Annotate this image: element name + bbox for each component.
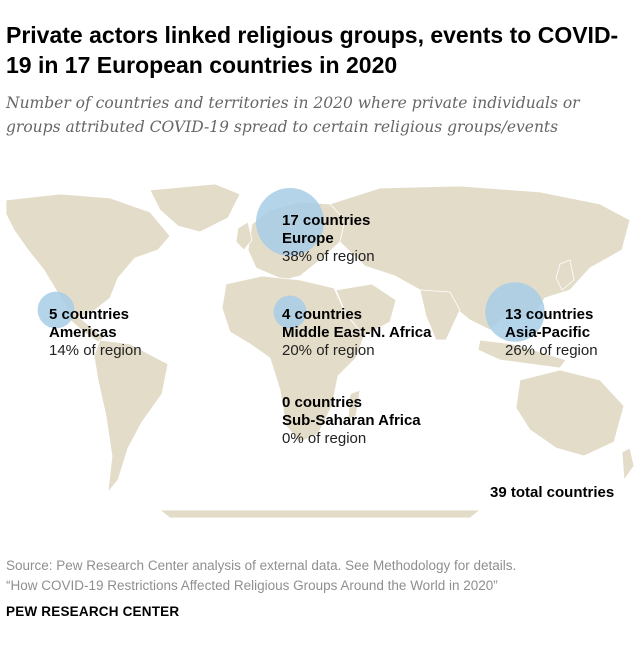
chart-title: Private actors linked religious groups, …: [6, 22, 619, 78]
region-name: Europe: [282, 230, 334, 247]
count-label: 17 countries: [282, 212, 371, 229]
source-line: Source: Pew Research Center analysis of …: [6, 558, 517, 573]
land-madagascar: [347, 389, 361, 421]
land-indonesia: [477, 339, 567, 369]
report-line: “How COVID-19 Restrictions Affected Reli…: [6, 578, 498, 593]
pct-label: 26% of region: [505, 342, 598, 359]
land-india: [419, 289, 461, 341]
land-north-america: [5, 193, 171, 319]
count-label: 0 countries: [282, 394, 363, 411]
land-greenland: [149, 183, 241, 233]
bubble-middle-east-n-africa: [273, 295, 307, 329]
region-name: Asia-Pacific: [505, 324, 591, 341]
region-label-americas: 5 countries Americas 14% of region: [49, 306, 142, 360]
count-label: 13 countries: [505, 306, 594, 323]
bubble-americas: [37, 291, 75, 329]
region-label-mena: 4 countries Middle East-N. Africa 20% of…: [282, 306, 431, 360]
total-countries: 39 total countries: [490, 484, 615, 501]
land-masses: [5, 183, 635, 519]
count-label: 4 countries: [282, 306, 363, 323]
region-label-asia-pacific: 13 countries Asia-Pacific 26% of region: [505, 306, 598, 360]
pct-label: 38% of region: [282, 248, 375, 265]
bubble-europe: [256, 188, 324, 256]
land-australia: [515, 369, 625, 457]
land-japan: [555, 259, 575, 291]
region-name: Middle East-N. Africa: [282, 324, 432, 341]
pct-label: 14% of region: [49, 342, 142, 359]
world-map: [0, 180, 639, 520]
bubble-asia-pacific: [485, 282, 545, 342]
land-south-america: [93, 339, 169, 494]
land-africa: [221, 275, 365, 443]
region-label-sub-saharan: 0 countries Sub-Saharan Africa 0% of reg…: [282, 394, 421, 448]
region-label-europe: 17 countries Europe 38% of region: [282, 212, 375, 266]
region-name: Americas: [49, 324, 117, 341]
bubble-layer: [37, 188, 545, 342]
chart-subtitle: Number of countries and territories in 2…: [6, 94, 580, 136]
land-antarctica: [158, 509, 482, 519]
land-uk: [235, 221, 253, 251]
region-name: Sub-Saharan Africa: [282, 412, 421, 429]
brand-logo-text: PEW RESEARCH CENTER: [6, 604, 180, 619]
map-svg: [5, 183, 635, 519]
land-new-zealand: [621, 447, 635, 482]
source-note: Source: Pew Research Center analysis of …: [6, 556, 516, 596]
count-label: 5 countries: [49, 306, 130, 323]
pct-label: 20% of region: [282, 342, 375, 359]
pct-label: 0% of region: [282, 430, 367, 447]
